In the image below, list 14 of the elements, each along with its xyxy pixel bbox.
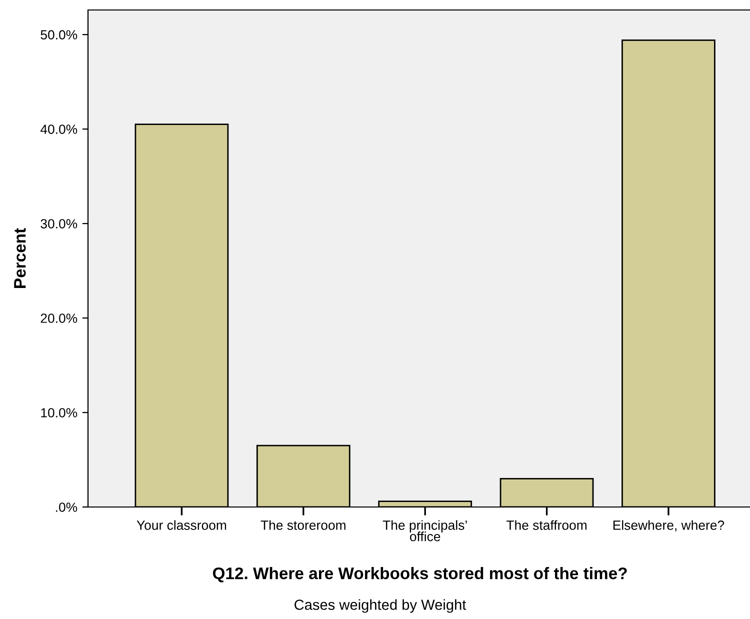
x-tick-label: Elsewhere, where?	[613, 520, 724, 532]
y-tick-label: 10.0%	[41, 408, 78, 418]
x-tick-label: Your classroom	[136, 520, 226, 530]
y-tick-label: 50.0%	[40, 30, 78, 40]
x-tick-label: The storeroom	[260, 520, 346, 530]
text: Cases weighted by Weight	[294, 599, 466, 613]
y-axis-title: Percent	[14, 228, 26, 288]
x-tick-label: The principals’ office	[382, 520, 467, 542]
y-tick-label: 40.0%	[40, 124, 78, 134]
x-axis-title: Q12. Where are Workbooks stored most of the time?	[212, 567, 627, 582]
y-tick-label: 20.0%	[40, 314, 78, 323]
y-tick-label: 30.0%	[40, 219, 78, 228]
x-tick-label: The staffroom	[506, 520, 586, 530]
y-tick-label: .0%	[56, 502, 78, 512]
